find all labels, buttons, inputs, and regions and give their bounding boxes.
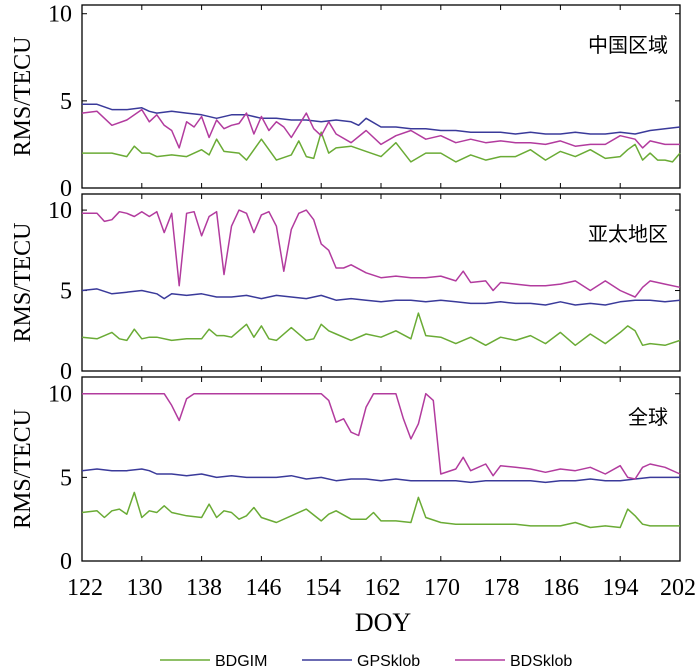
x-tick-label: 130 — [127, 575, 163, 601]
series-line-gpsklob — [81, 288, 681, 306]
series-line-bdgim — [81, 312, 681, 347]
y-tick-label: 10 — [48, 2, 72, 28]
y-tick-label: 5 — [60, 89, 72, 115]
x-tick-label: 154 — [305, 575, 341, 601]
panel-region-label: 中国区域 — [588, 33, 668, 57]
series-line-bdsklob — [82, 392, 681, 480]
panel-region-label: 亚太地区 — [588, 222, 668, 246]
panel-3: 10 5 0 RMS/TECU 全球 — [10, 376, 681, 575]
legend: BDGIM GPSklob BDSklob — [160, 653, 572, 670]
legend-label-bdsklob: BDSklob — [510, 653, 572, 670]
y-axis-label: RMS/TECU — [10, 222, 36, 342]
y-tick-label: 5 — [60, 465, 72, 491]
y-tick-label: 0 — [60, 359, 72, 385]
panel-1: 10 5 0 RMS/TECU 中国区域 — [10, 2, 681, 202]
series-line-bdsklob — [82, 209, 681, 298]
legend-label-bdgim: BDGIM — [215, 653, 267, 670]
series-line-bdgim — [81, 491, 680, 529]
x-tick-label: 178 — [484, 575, 520, 601]
y-tick-label: 0 — [60, 549, 72, 575]
series-line-bdsklob — [81, 108, 680, 149]
x-tick-label: 170 — [424, 575, 460, 601]
y-tick-label: 10 — [48, 382, 72, 408]
x-tick-label: 194 — [603, 575, 639, 601]
panel-region-label: 全球 — [628, 405, 668, 429]
series-line-bdgim — [82, 131, 681, 163]
series-line-gpsklob — [81, 468, 680, 484]
series-line-gpsklob — [82, 103, 681, 135]
x-tick-label: 122 — [67, 575, 103, 601]
y-tick-label: 0 — [60, 176, 72, 202]
panels-layer: 10 5 0 RMS/TECU 中国区域 10 5 0 RMS/TECU 亚太地区 10 5 0 RMS/… — [10, 2, 681, 575]
x-axis-ticks: 122 130 138 146 154 162 170 178 186 194 … — [67, 575, 696, 601]
x-tick-label: 146 — [246, 575, 282, 601]
x-tick-label: 138 — [186, 575, 222, 601]
legend-label-gpsklob: GPSklob — [357, 653, 420, 670]
y-tick-label: 5 — [60, 279, 72, 305]
x-tick-label: 162 — [365, 575, 401, 601]
y-tick-label: 10 — [48, 198, 72, 224]
x-tick-label: 186 — [543, 575, 579, 601]
x-axis-label: DOY — [355, 608, 412, 637]
x-tick-label: 202 — [660, 575, 696, 601]
y-axis-label: RMS/TECU — [10, 409, 36, 529]
y-axis-label: RMS/TECU — [10, 36, 36, 156]
panel-2: 10 5 0 RMS/TECU 亚太地区 — [10, 193, 681, 385]
